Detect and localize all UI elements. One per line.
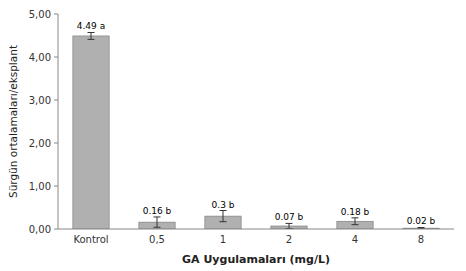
- y-tick: [54, 186, 58, 187]
- error-cap: [154, 227, 161, 228]
- error-line: [91, 32, 92, 39]
- x-axis-label: GA Uygulamaları (mg/L): [182, 253, 330, 266]
- error-cap: [352, 217, 359, 218]
- data-label: 0.07 b: [275, 212, 304, 222]
- error-cap: [154, 216, 161, 217]
- error-cap: [352, 224, 359, 225]
- error-cap: [220, 210, 227, 211]
- bar: [73, 36, 109, 229]
- x-tick-label: 8: [418, 234, 424, 245]
- error-cap: [418, 227, 425, 228]
- y-tick-label: 0,00: [29, 224, 51, 235]
- error-bar: [154, 217, 161, 227]
- error-cap: [88, 32, 95, 33]
- error-line: [157, 217, 158, 227]
- y-tick-label: 1,00: [29, 181, 51, 192]
- y-axis-line: [58, 14, 59, 229]
- data-label: 0.3 b: [212, 200, 235, 210]
- y-tick-label: 3,00: [29, 95, 51, 106]
- error-line: [289, 223, 290, 228]
- y-tick-label: 4,00: [29, 52, 51, 63]
- x-axis-line: [58, 229, 454, 230]
- y-tick: [54, 14, 58, 15]
- y-tick: [54, 100, 58, 101]
- error-cap: [220, 221, 227, 222]
- bars: [73, 32, 439, 229]
- x-tick-label: 4: [352, 234, 358, 245]
- chart-container: 0,00 1,00 2,00 3,00 4,00 5,00 Kontrol 0,5 1 2 4 8 4.…: [0, 0, 466, 271]
- y-axis-label: Sürgün ortalamaları/eksplant: [7, 45, 19, 198]
- x-tick-label: 0,5: [149, 234, 165, 245]
- y-tick: [54, 229, 58, 230]
- y-tick-label: 5,00: [29, 9, 51, 20]
- data-label: 0.16 b: [143, 206, 172, 216]
- x-tick-label: 2: [286, 234, 292, 245]
- data-label: 4.49 a: [77, 21, 105, 31]
- y-tick-label: 2,00: [29, 138, 51, 149]
- chart: 0,00 1,00 2,00 3,00 4,00 5,00 Kontrol 0,5 1 2 4 8 4.…: [0, 0, 466, 271]
- error-bar: [88, 32, 95, 39]
- error-line: [223, 211, 224, 222]
- error-line: [355, 218, 356, 225]
- y-tick: [54, 57, 58, 58]
- x-tick-label: Kontrol: [73, 234, 108, 245]
- error-bar: [286, 223, 293, 228]
- error-bar: [220, 211, 227, 222]
- x-tick-label: 1: [220, 234, 226, 245]
- error-cap: [286, 223, 293, 224]
- error-bar: [352, 218, 359, 225]
- error-cap: [88, 39, 95, 40]
- y-tick: [54, 143, 58, 144]
- data-label: 0.02 b: [407, 216, 436, 226]
- data-label: 0.18 b: [341, 207, 370, 217]
